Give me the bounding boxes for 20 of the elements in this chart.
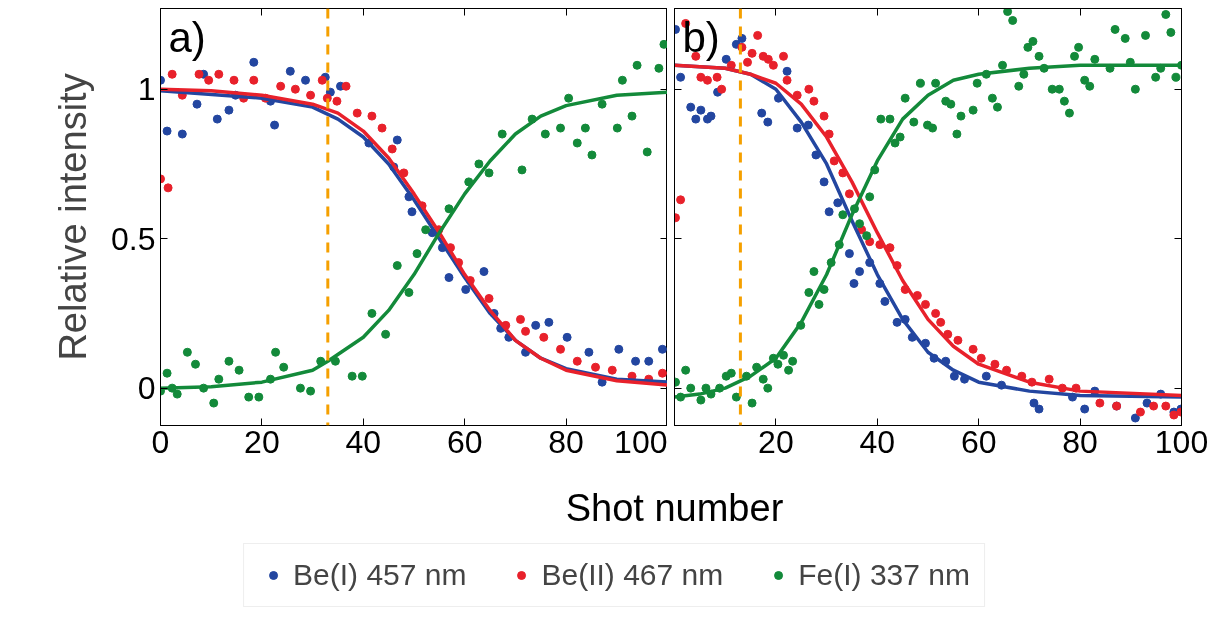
chart-title: b) xyxy=(682,13,720,61)
legend-label: Be(II) 467 nm xyxy=(541,558,724,592)
x-tick-label: 40 xyxy=(859,423,896,460)
y-tick-label: 0.5 xyxy=(111,220,156,257)
x-tick-label: 60 xyxy=(446,423,483,460)
x-tick-label: 20 xyxy=(244,423,280,460)
x-tick-label: 80 xyxy=(1062,423,1098,460)
x-tick-label: 80 xyxy=(548,423,584,460)
x-tick-label: 100 xyxy=(614,423,668,460)
legend-label: Be(I) 457 nm xyxy=(293,558,467,592)
x-tick-label: 40 xyxy=(345,423,382,460)
y-tick-label: 1 xyxy=(137,71,156,108)
y-tick-label: 0 xyxy=(137,370,156,407)
chart-title: a) xyxy=(168,13,206,61)
x-tick-label: 100 xyxy=(1154,423,1209,460)
y-axis-title: Relative intensity xyxy=(52,73,95,361)
x-axis-title: Shot number xyxy=(565,487,784,529)
x-tick-label: 60 xyxy=(960,423,997,460)
legend-label: Fe(I) 337 nm xyxy=(798,558,970,592)
x-tick-label: 20 xyxy=(758,423,794,460)
